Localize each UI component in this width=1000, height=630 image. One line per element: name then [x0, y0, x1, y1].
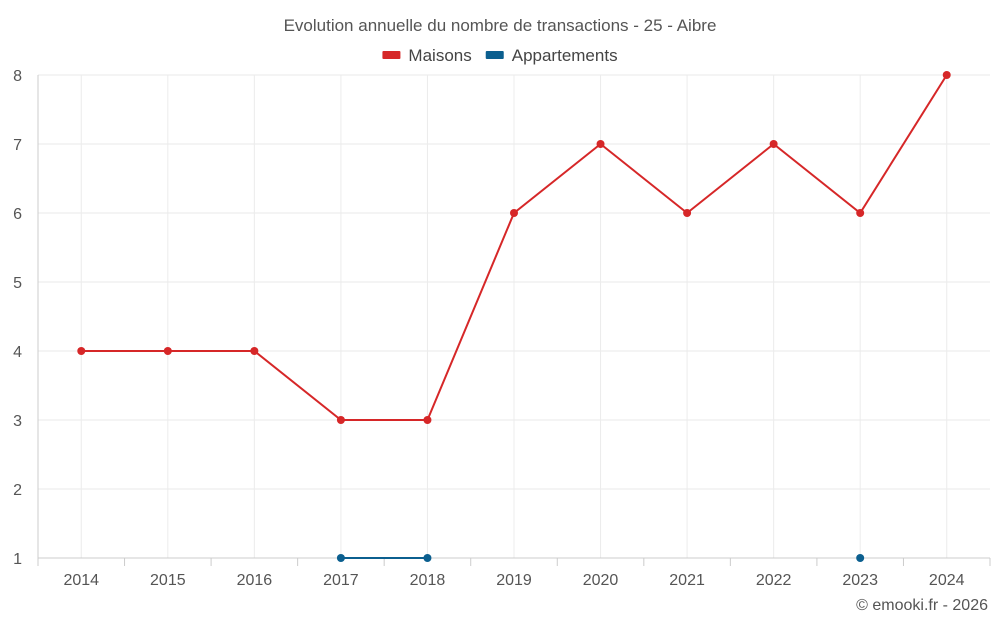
legend-label-appartements: Appartements — [512, 46, 618, 65]
data-point-maisons — [856, 209, 865, 217]
x-tick-label: 2021 — [669, 572, 705, 589]
x-tick-label: 2023 — [842, 572, 878, 589]
chart-title: Evolution annuelle du nombre de transact… — [284, 16, 717, 35]
y-tick-label: 3 — [13, 413, 22, 430]
x-tick-label: 2019 — [496, 572, 532, 589]
y-tick-label: 8 — [13, 68, 22, 85]
y-tick-label: 4 — [13, 344, 22, 361]
data-point-maisons — [942, 71, 951, 79]
credit-text: © emooki.fr - 2026 — [856, 597, 988, 614]
legend[interactable]: Maisons Appartements — [382, 46, 618, 65]
legend-item-appartements[interactable]: Appartements — [485, 46, 618, 65]
x-tick-label: 2022 — [756, 572, 792, 589]
data-point-maisons — [596, 140, 605, 148]
x-tick-label: 2016 — [237, 572, 273, 589]
legend-item-maisons[interactable]: Maisons — [382, 46, 472, 65]
data-point-maisons — [163, 347, 172, 355]
series-appartements — [336, 554, 865, 562]
data-point-maisons — [250, 347, 259, 355]
data-point-maisons — [769, 140, 778, 148]
grid — [38, 74, 990, 558]
x-tick-label: 2015 — [150, 572, 186, 589]
x-tick-label: 2024 — [929, 572, 965, 589]
data-point-appartements — [423, 554, 432, 562]
x-tick-label: 2014 — [63, 572, 99, 589]
series-layer — [77, 71, 951, 562]
data-point-maisons — [683, 209, 692, 217]
legend-label-maisons: Maisons — [408, 46, 471, 65]
data-point-appartements — [856, 554, 865, 562]
legend-swatch-appartements — [485, 51, 504, 59]
series-maisons — [77, 71, 951, 424]
y-tick-label: 5 — [13, 275, 22, 292]
data-point-maisons — [77, 347, 86, 355]
legend-swatch-maisons — [382, 51, 401, 59]
y-tick-label: 1 — [13, 551, 22, 568]
x-tick-label: 2018 — [410, 572, 446, 589]
y-tick-label: 6 — [13, 206, 22, 223]
y-tick-label: 7 — [13, 137, 22, 154]
y-tick-label: 2 — [13, 482, 22, 499]
x-tick-label: 2020 — [583, 572, 619, 589]
axes: 1 2 3 4 5 6 7 8 2014 2015 2016 2017 2018 2019 2020 2021… — [13, 68, 991, 589]
data-point-appartements — [336, 554, 345, 562]
x-tick-label: 2017 — [323, 572, 359, 589]
data-point-maisons — [423, 416, 432, 424]
data-point-maisons — [336, 416, 345, 424]
data-point-maisons — [510, 209, 518, 217]
